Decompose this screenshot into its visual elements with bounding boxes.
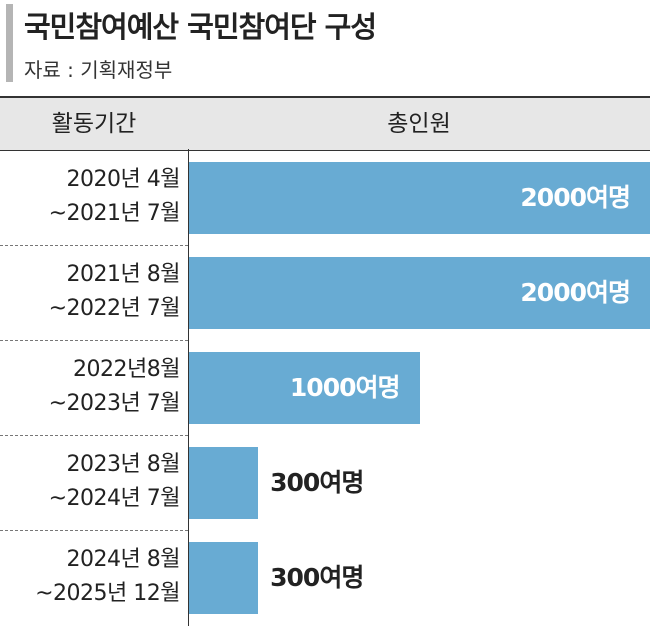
title-accent <box>6 4 13 82</box>
bar <box>189 542 259 614</box>
bar <box>189 352 420 424</box>
row-separator <box>0 340 188 341</box>
column-header: 활동기간 <box>51 111 137 137</box>
value-label: 300여명 <box>270 563 364 592</box>
column-header: 총인원 <box>387 111 451 137</box>
category-label: 2021년 8월 ~2022년 7월 <box>48 262 181 321</box>
bar <box>189 257 650 329</box>
bar <box>189 162 650 234</box>
value-label: 1000여명 <box>289 373 401 402</box>
category-label: 2024년 8월 ~2025년 12월 <box>35 547 180 606</box>
value-label: 300여명 <box>270 468 364 497</box>
bar <box>189 447 259 519</box>
chart-subtitle: 자료 : 기획재정부 <box>24 58 173 82</box>
category-label: 2020년 4월 ~2021년 7월 <box>48 167 181 226</box>
header-row: 활동기간 총인원 <box>0 96 650 151</box>
value-label: 2000여명 <box>520 183 631 212</box>
row-separator <box>0 530 188 531</box>
category-label: 2023년 8월 ~2024년 7월 <box>48 452 181 511</box>
axis-line <box>188 149 189 626</box>
chart-title: 국민참여예산 국민참여단 구성 <box>24 10 377 44</box>
category-label: 2022년8월 ~2023년 7월 <box>48 357 181 416</box>
value-label: 2000여명 <box>520 278 631 307</box>
row-separator <box>0 245 188 246</box>
row-separator <box>0 435 188 436</box>
